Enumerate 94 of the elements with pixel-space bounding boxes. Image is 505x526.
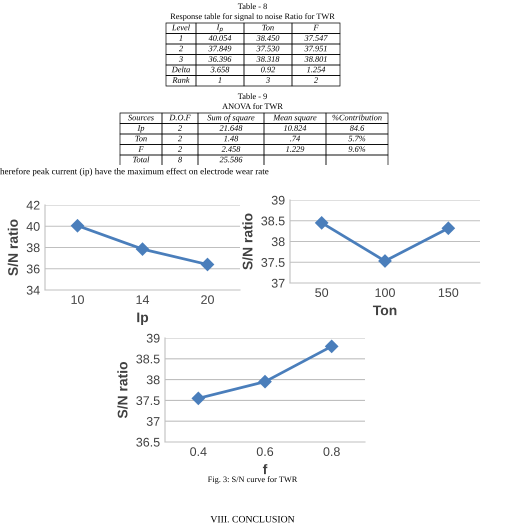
text: 3 (178, 56, 183, 62)
x-tick-label: 100 (376, 288, 395, 298)
x-tick-label: 0.6 (256, 447, 274, 456)
text: 1.229 (286, 146, 304, 152)
text: 37.530 (256, 46, 280, 52)
y-tick-label: 37 (272, 278, 285, 288)
text: 8 (178, 156, 182, 162)
y-tick-label: 40 (26, 222, 40, 231)
x-tick-label: 0.8 (323, 447, 340, 456)
text: Rank (172, 76, 190, 83)
y-tick-label: 38 (272, 237, 285, 246)
text: Ip (137, 125, 144, 133)
y-tick-label: 36.5 (136, 438, 160, 447)
category-label: I$_{p}$ (216, 24, 223, 32)
category-label: %Contribution (332, 114, 382, 120)
text: 0.92 (261, 66, 276, 72)
x-tick-label: 150 (438, 288, 458, 298)
y-tick-label: 38.5 (261, 216, 285, 226)
text: VIII. CONCLUSION (210, 516, 294, 522)
category-label: Ton (262, 24, 274, 30)
text: Total (133, 156, 150, 162)
point (325, 340, 338, 353)
point (200, 258, 214, 272)
text: 38.801 (304, 56, 327, 62)
y-tick-label: 37.5 (261, 258, 285, 267)
text: 2 (178, 136, 182, 142)
text: 37.849 (208, 46, 232, 52)
x-tick-label: 50 (315, 288, 328, 298)
text: 37.547 (304, 35, 328, 41)
text: 37.951 (304, 46, 327, 52)
text: 9.6% (348, 146, 366, 152)
x-tick-label: 10 (72, 295, 84, 304)
text: 1 (179, 35, 182, 41)
text: 2 (178, 46, 183, 52)
x-axis-title: Ip (137, 312, 148, 326)
y-axis-title: S/N ratio (242, 213, 253, 270)
text: 25.586 (220, 156, 242, 162)
y-tick-label: 37 (146, 417, 160, 426)
y-tick-label: 38 (146, 375, 160, 384)
category-label: F (313, 24, 319, 30)
text: 10.824 (284, 125, 306, 131)
y-tick-label: 39 (272, 196, 285, 205)
point (258, 375, 272, 388)
text: ANOVA for TWR (222, 103, 283, 110)
point (315, 216, 328, 230)
text: 1.48 (224, 136, 238, 142)
x-tick-label: 0.4 (190, 447, 207, 456)
point (192, 392, 205, 405)
point (136, 242, 150, 256)
x-axis-title: Ton (372, 306, 396, 316)
text: 5.7% (348, 136, 366, 142)
y-tick-label: 38 (26, 243, 40, 252)
text: Ton (135, 136, 147, 142)
category-label: D.O.F (169, 114, 191, 120)
y-tick-label: 36 (26, 264, 40, 274)
y-tick-label: 34 (26, 286, 40, 295)
text: Table - 8 (238, 3, 267, 10)
y-tick-label: 37.5 (136, 396, 160, 406)
y-tick-label: 39 (146, 334, 160, 343)
text: 2 (178, 125, 182, 131)
text: 3.658 (210, 66, 230, 72)
text: 2 (314, 77, 318, 83)
y-tick-label: 42 (26, 200, 40, 210)
text: 1 (218, 77, 222, 83)
text: herefore peak current (ip) have the maximum effect on electrode wear rate (0, 168, 268, 176)
x-axis-title: f (262, 464, 268, 474)
point (442, 222, 455, 235)
text: 40.054 (208, 35, 232, 41)
point (378, 254, 392, 268)
text: 2 (178, 146, 182, 152)
x-tick-label: 14 (136, 295, 150, 304)
text: Response table for signal to noise Ratio for TWR (170, 13, 335, 21)
text: F (138, 146, 144, 152)
text: .74 (290, 136, 300, 142)
text: 21.648 (220, 125, 242, 131)
text: 1.254 (306, 66, 326, 72)
y-axis-title: S/N ratio (8, 219, 18, 276)
point (70, 219, 84, 232)
category-label: Sources (128, 114, 154, 120)
text: 3 (266, 77, 270, 83)
x-tick-label: 20 (201, 295, 214, 304)
category-label: Sum of square (207, 114, 254, 122)
text: 2.458 (222, 146, 240, 152)
category-label: Mean square (273, 114, 317, 122)
caption: Fig. 3: S/N curve for TWR (208, 476, 298, 484)
text: 38.450 (256, 35, 280, 41)
text: 84.6 (350, 125, 364, 131)
text: Table - 9 (238, 93, 267, 100)
category-label: Level (172, 24, 190, 30)
text: 36.396 (208, 56, 232, 62)
text: Delta (172, 66, 190, 72)
y-tick-label: 38.5 (136, 354, 160, 364)
y-axis-title: S/N ratio (117, 362, 128, 418)
text: 38.318 (256, 56, 280, 62)
